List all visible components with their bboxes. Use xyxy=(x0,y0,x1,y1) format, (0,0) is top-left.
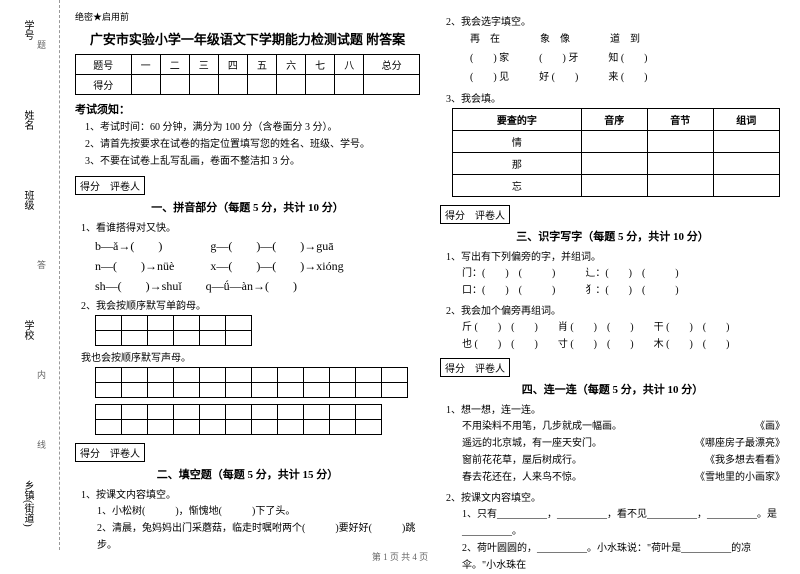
score-header: 总分 xyxy=(364,55,420,75)
part3-q2: 2、我会加个偏旁再组词。 xyxy=(446,302,785,317)
score-header: 七 xyxy=(306,55,335,75)
row2-char: 那 xyxy=(453,153,582,175)
right-q2: 2、我会选字填空。 xyxy=(446,13,785,28)
match-r4: 《雪地里的小画家》 xyxy=(695,469,785,486)
score-cell xyxy=(189,75,218,95)
right-column: 2、我会选字填空。 再 在 象 像 道 到 ( ) 家 ( ) 牙 知 ( ) … xyxy=(440,10,785,550)
pair-b2: ( ) 牙 xyxy=(539,53,578,64)
instruction-1: 1、考试时间：60 分钟，满分为 100 分（含卷面分 3 分）。 xyxy=(85,120,420,135)
part4-line1: 1、只有__________，__________，看不见__________，… xyxy=(462,506,785,540)
part2-line2: 2、清晨，兔妈妈出门采蘑菇，临走时嘱咐两个( )要好好( )跳步。 xyxy=(97,520,420,554)
score-header: 一 xyxy=(131,55,160,75)
score-cell xyxy=(247,75,276,95)
vowel-grid xyxy=(95,315,252,346)
row1-char: 情 xyxy=(453,131,582,153)
gutter-hint-3: 内 xyxy=(35,370,48,379)
score-row-label: 得分 xyxy=(76,75,132,95)
part3-line3: 斤 ( ) ( ) 肖 ( ) ( ) 干 ( ) ( ) xyxy=(462,319,785,336)
binding-gutter: 学号 姓名 班级 学校 乡镇(街道) 题 答 内 线 xyxy=(0,0,60,550)
gutter-hint-2: 答 xyxy=(35,260,48,269)
rater-box-4: 得分 评卷人 xyxy=(440,358,510,377)
score-header: 三 xyxy=(189,55,218,75)
rater-box-1: 得分 评卷人 xyxy=(75,176,145,195)
gutter-label-school: 学校 xyxy=(20,320,35,340)
instructions-title: 考试须知： xyxy=(75,101,420,117)
pair-a2: 象 像 xyxy=(540,34,570,45)
part2-line1: 1、小松树( )，惭愧地( )下了头。 xyxy=(97,503,420,520)
score-cell xyxy=(160,75,189,95)
gutter-hint-4: 线 xyxy=(35,440,48,449)
pair-c3: 来 ( ) xyxy=(608,72,647,83)
score-header: 四 xyxy=(218,55,247,75)
left-column: 绝密★启用前 广安市实验小学一年级语文下学期能力检测试题 附答案 题号一二三四五… xyxy=(75,10,420,550)
score-header: 六 xyxy=(277,55,306,75)
consonant-grid-2 xyxy=(95,404,382,435)
part2-q1: 1、按课文内容填空。 xyxy=(81,486,420,501)
part3-line2: 口：( ) ( ) 犭：( ) ( ) xyxy=(462,282,785,299)
score-header: 题号 xyxy=(76,55,132,75)
score-cell xyxy=(335,75,364,95)
rater-box-2: 得分 评卷人 xyxy=(75,443,145,462)
part1-title: 一、拼音部分（每题 5 分，共计 10 分） xyxy=(75,199,420,215)
gutter-label-name: 姓名 xyxy=(20,110,35,130)
pair-c1: ( ) 见 xyxy=(470,72,509,83)
score-cell xyxy=(131,75,160,95)
part1-q2: 2、我会按顺序默写单韵母。 xyxy=(81,297,420,312)
pair-b1: ( ) 家 xyxy=(470,53,509,64)
gutter-label-id: 学号 xyxy=(20,20,35,40)
instruction-2: 2、请首先按要求在试卷的指定位置填写您的姓名、班级、学号。 xyxy=(85,137,420,152)
pinyin-row-3: sh—( )→shuǐ q—ǘ—àn→( ) xyxy=(95,277,420,294)
part1-q1: 1、看谁搭得对又快。 xyxy=(81,219,420,234)
score-cell xyxy=(306,75,335,95)
secret-label: 绝密★启用前 xyxy=(75,10,420,23)
exam-title: 广安市实验小学一年级语文下学期能力检测试题 附答案 xyxy=(75,29,420,48)
part1-q3: 我也会按顺序默写声母。 xyxy=(81,349,420,364)
lookup-table: 要查的字音序音节组词 情 那 忘 xyxy=(452,108,780,197)
pinyin-row-2: n—( )→nüè x—( )—( )→xióng xyxy=(95,257,420,274)
gutter-label-class: 班级 xyxy=(20,190,35,210)
pair-a1: 再 在 xyxy=(470,34,500,45)
match-r2: 《哪座房子最漂亮》 xyxy=(695,435,785,452)
page-footer: 第 1 页 共 4 页 xyxy=(0,550,800,563)
match-l2: 遥远的北京城，有一座天安门。 xyxy=(462,435,602,452)
pinyin-row-1: b—ǎ→( ) g—( )—( )→guā xyxy=(95,237,420,254)
pair-c2: 好 ( ) xyxy=(539,72,578,83)
instruction-3: 3、不要在试卷上乱写乱画，卷面不整洁扣 3 分。 xyxy=(85,154,420,169)
score-header: 五 xyxy=(247,55,276,75)
th-seq: 音序 xyxy=(581,109,647,131)
part2-title: 二、填空题（每题 5 分，共计 15 分） xyxy=(75,466,420,482)
part3-line1: 门：( ) ( ) 辶：( ) ( ) xyxy=(462,265,785,282)
score-header: 二 xyxy=(160,55,189,75)
match-r3: 《我多想去看看》 xyxy=(705,452,785,469)
score-cell xyxy=(364,75,420,95)
pair-b3: 知 ( ) xyxy=(608,53,647,64)
score-cell xyxy=(218,75,247,95)
match-r1: 《画》 xyxy=(755,418,785,435)
part3-line4: 也 ( ) ( ) 寸 ( ) ( ) 木 ( ) ( ) xyxy=(462,336,785,353)
match-l4: 春去花还在，人来鸟不惊。 xyxy=(462,469,582,486)
score-table: 题号一二三四五六七八总分 得分 xyxy=(75,54,420,95)
match-l1: 不用染料不用笔，几步就成一幅画。 xyxy=(462,418,622,435)
match-l3: 窗前花花草，屋后树成行。 xyxy=(462,452,582,469)
consonant-grid-1 xyxy=(95,367,408,398)
part3-q1: 1、写出有下列偏旁的字，并组词。 xyxy=(446,248,785,263)
score-header: 八 xyxy=(335,55,364,75)
right-q3: 3、我会填。 xyxy=(446,90,785,105)
gutter-label-town: 乡镇(街道) xyxy=(20,480,35,527)
th-char: 要查的字 xyxy=(453,109,582,131)
part4-q1: 1、想一想，连一连。 xyxy=(446,401,785,416)
th-syl: 音节 xyxy=(647,109,713,131)
score-cell xyxy=(277,75,306,95)
rater-box-3: 得分 评卷人 xyxy=(440,205,510,224)
gutter-hint-1: 题 xyxy=(35,40,48,49)
part3-title: 三、识字写字（每题 5 分，共计 10 分） xyxy=(440,228,785,244)
part4-q2: 2、按课文内容填空。 xyxy=(446,489,785,504)
pair-a3: 道 到 xyxy=(610,34,640,45)
part4-title: 四、连一连（每题 5 分，共计 10 分） xyxy=(440,381,785,397)
th-word: 组词 xyxy=(713,109,779,131)
row3-char: 忘 xyxy=(453,175,582,197)
